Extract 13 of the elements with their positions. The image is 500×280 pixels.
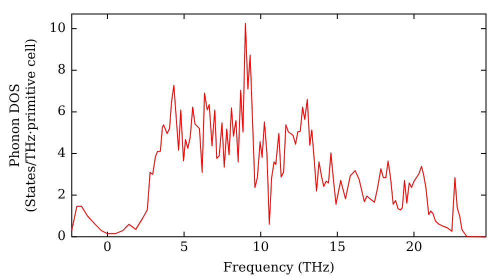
y-tick-label: 10 — [49, 20, 66, 36]
x-axis-title: Frequency (THz) — [223, 260, 335, 276]
y-tick-label: 2 — [57, 188, 66, 203]
x-tick-label: 10 — [252, 240, 269, 255]
x-tick-label: 20 — [406, 240, 422, 255]
y-tick-label: 6 — [57, 104, 66, 120]
x-tick-label: 15 — [329, 240, 346, 255]
y-tick-label: 0 — [57, 229, 66, 244]
x-tick-label: 0 — [103, 240, 112, 255]
y-axis-title: Phonon DOS (States/THz·primitive cell) — [8, 38, 39, 212]
x-tick-label: 5 — [180, 240, 188, 255]
y-tick-label: 4 — [57, 146, 66, 161]
y-tick-label: 8 — [57, 62, 66, 78]
